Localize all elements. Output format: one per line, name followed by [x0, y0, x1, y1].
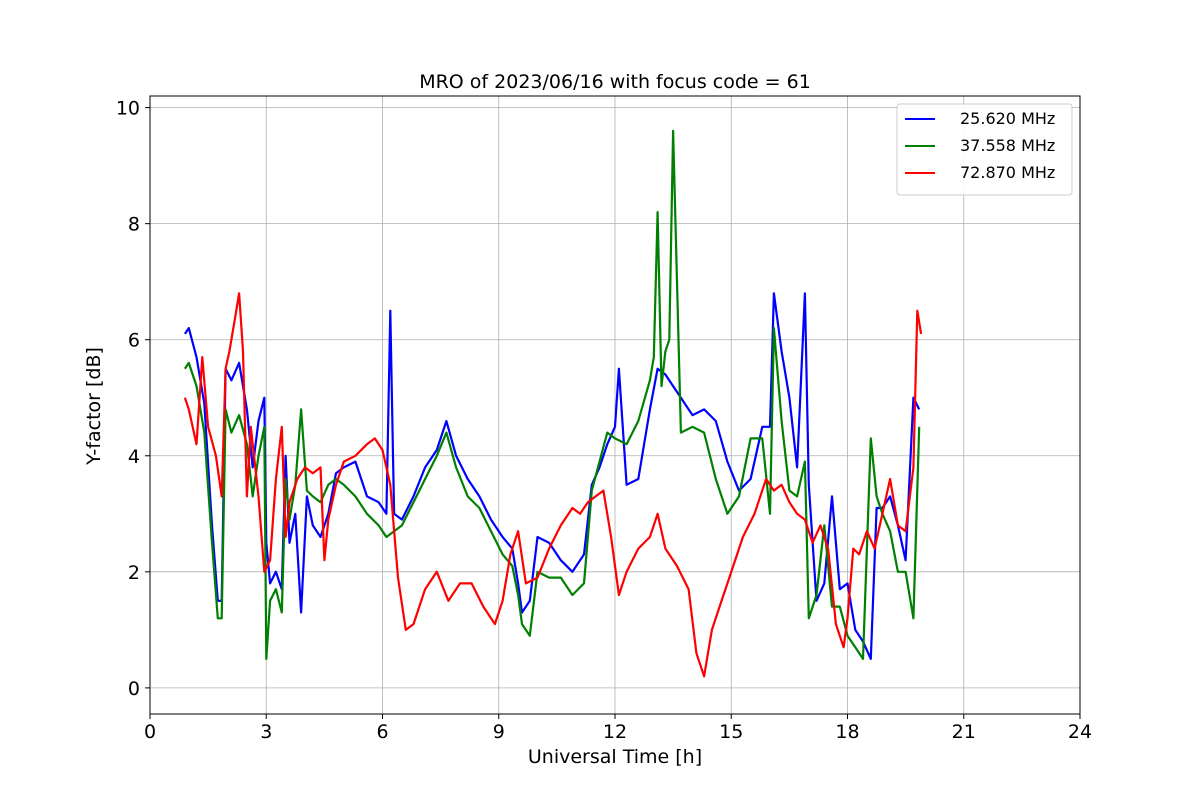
legend-label: 25.620 MHz	[960, 109, 1055, 128]
x-tick-label: 18	[835, 721, 859, 743]
x-tick-label: 9	[493, 721, 505, 743]
y-tick-label: 8	[128, 214, 140, 236]
y-axis-label: Y-factor [dB]	[83, 347, 105, 466]
legend-label: 37.558 MHz	[960, 136, 1055, 155]
y-tick-label: 10	[116, 98, 140, 120]
legend-box	[896, 103, 1073, 196]
legend: 25.620 MHz 37.558 MHz 72.870 MHz	[896, 103, 1073, 196]
series-line-1	[183, 292, 921, 661]
y-tick-label: 6	[128, 330, 140, 352]
x-tick-label: 21	[952, 721, 976, 743]
y-tick-label: 4	[128, 446, 140, 468]
y-tick-label: 0	[128, 678, 140, 700]
x-tick-label: 24	[1068, 721, 1092, 743]
y-tick-label: 2	[128, 562, 140, 584]
chart-title: MRO of 2023/06/16 with focus code = 61	[419, 71, 811, 93]
x-tick-label: 12	[603, 721, 627, 743]
x-tick-label: 6	[376, 721, 388, 743]
series-group	[183, 129, 923, 678]
x-tick-label: 3	[260, 721, 272, 743]
series-line-2	[183, 129, 921, 661]
series-line-3	[183, 292, 923, 678]
x-tick-label: 15	[719, 721, 743, 743]
legend-label: 72.870 MHz	[960, 163, 1055, 182]
x-axis-label: Universal Time [h]	[528, 746, 702, 768]
x-tick-label: 0	[144, 721, 156, 743]
